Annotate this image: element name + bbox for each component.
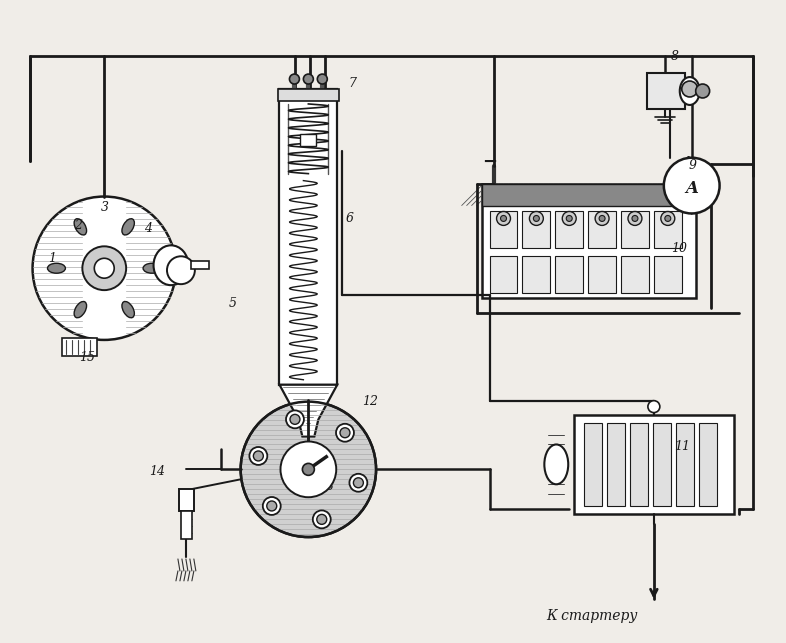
Circle shape — [628, 212, 642, 226]
Circle shape — [253, 451, 263, 461]
Text: 10: 10 — [670, 242, 687, 255]
Bar — [555, 212, 583, 248]
Circle shape — [534, 215, 539, 221]
Bar — [588, 212, 616, 248]
Ellipse shape — [47, 263, 65, 273]
Bar — [482, 184, 696, 206]
Text: 7: 7 — [348, 77, 356, 89]
Circle shape — [599, 215, 605, 221]
Bar — [621, 257, 649, 293]
Bar — [523, 212, 550, 248]
Bar — [630, 422, 648, 506]
Ellipse shape — [74, 302, 86, 318]
Circle shape — [350, 474, 367, 492]
Circle shape — [318, 74, 327, 84]
Ellipse shape — [122, 219, 134, 235]
Circle shape — [354, 478, 363, 488]
Circle shape — [167, 257, 195, 284]
Circle shape — [665, 215, 670, 221]
Text: 15: 15 — [79, 351, 95, 365]
Ellipse shape — [545, 444, 568, 484]
Circle shape — [290, 414, 300, 424]
Bar — [482, 184, 696, 298]
Bar — [490, 212, 517, 248]
Bar — [490, 257, 517, 293]
Circle shape — [249, 447, 267, 465]
Circle shape — [317, 514, 327, 524]
Circle shape — [266, 501, 277, 511]
Text: К стартеру: К стартеру — [546, 609, 637, 622]
Circle shape — [566, 215, 572, 221]
Text: 6: 6 — [345, 212, 353, 225]
Circle shape — [281, 442, 336, 497]
Bar — [191, 261, 209, 269]
Circle shape — [336, 424, 354, 442]
Bar — [654, 257, 681, 293]
Bar — [621, 212, 649, 248]
Circle shape — [696, 84, 710, 98]
Bar — [699, 422, 717, 506]
Circle shape — [289, 74, 299, 84]
Circle shape — [340, 428, 350, 438]
Ellipse shape — [153, 246, 189, 285]
Circle shape — [313, 511, 331, 529]
Bar — [653, 422, 670, 506]
Circle shape — [94, 258, 114, 278]
Text: 2: 2 — [75, 219, 83, 232]
Text: −: − — [482, 152, 497, 170]
Bar — [588, 257, 616, 293]
Bar — [62, 338, 97, 356]
Ellipse shape — [680, 77, 700, 105]
Circle shape — [648, 401, 659, 413]
Text: 3: 3 — [101, 201, 109, 214]
Circle shape — [263, 497, 281, 515]
Circle shape — [595, 212, 609, 226]
Text: 8: 8 — [670, 50, 679, 62]
Bar — [523, 257, 550, 293]
Text: 12: 12 — [362, 395, 378, 408]
Ellipse shape — [143, 263, 161, 273]
Bar — [300, 134, 316, 146]
Text: 5: 5 — [229, 296, 237, 309]
Text: 14: 14 — [149, 465, 165, 478]
Circle shape — [303, 464, 314, 475]
Circle shape — [681, 81, 698, 97]
Circle shape — [83, 246, 127, 290]
Circle shape — [562, 212, 576, 226]
Bar — [647, 73, 685, 109]
Ellipse shape — [122, 302, 134, 318]
Circle shape — [530, 212, 543, 226]
Bar — [179, 489, 194, 511]
Circle shape — [664, 158, 720, 213]
Circle shape — [32, 197, 176, 340]
Bar — [280, 89, 337, 385]
Text: A: A — [685, 180, 698, 197]
Bar — [181, 511, 192, 539]
Bar — [584, 422, 602, 506]
Text: 1: 1 — [49, 252, 57, 265]
Bar — [676, 422, 694, 506]
Circle shape — [497, 212, 510, 226]
Bar — [575, 415, 733, 514]
Circle shape — [241, 402, 376, 537]
Polygon shape — [280, 385, 337, 437]
Circle shape — [661, 212, 674, 226]
Ellipse shape — [74, 219, 86, 235]
Bar — [277, 89, 340, 101]
Bar — [607, 422, 625, 506]
Text: 13: 13 — [318, 480, 334, 493]
Circle shape — [501, 215, 506, 221]
Text: 9: 9 — [689, 159, 696, 172]
Bar — [654, 212, 681, 248]
Text: 4: 4 — [144, 222, 152, 235]
Text: 11: 11 — [674, 440, 690, 453]
Circle shape — [303, 74, 314, 84]
Circle shape — [286, 410, 304, 428]
Circle shape — [632, 215, 638, 221]
Text: +: + — [680, 152, 696, 170]
Bar — [555, 257, 583, 293]
